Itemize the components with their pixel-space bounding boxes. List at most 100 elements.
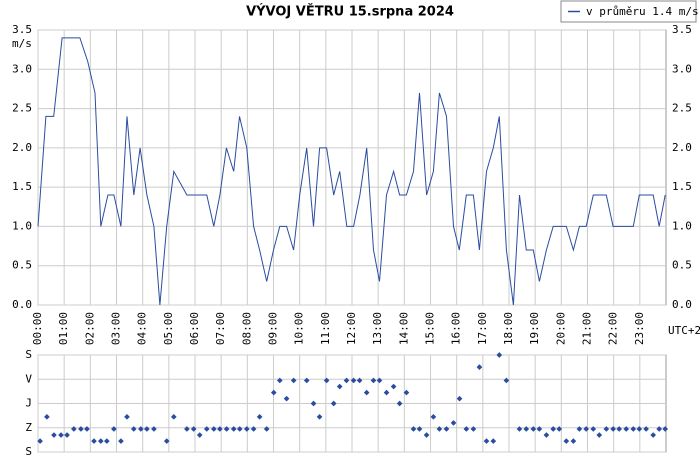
scatter-point [310,400,317,407]
scatter-point [283,395,290,402]
legend-box [560,0,697,23]
scatter-point [456,395,463,402]
scatter-point [523,426,530,432]
scatter-point [436,426,443,432]
y-tick-label: 0.0 [12,298,32,311]
x-tick-label: 13:00 [371,312,384,345]
scatter-point [410,426,417,432]
scatter-point [184,426,190,432]
scatter-point [596,432,603,438]
y-tick-label: J [25,397,32,410]
scatter-point [536,426,543,432]
scatter-point [496,352,503,358]
scatter-point [443,426,450,432]
scatter-point [403,389,410,396]
scatter-point [250,426,257,432]
x-tick-label: 21:00 [581,312,594,345]
scatter-point [656,426,663,432]
plot-0 [37,29,667,306]
y-tick-label-right: 3.5 [672,23,692,36]
scatter-point [350,377,357,384]
scatter-point [576,426,583,432]
scatter-point [416,426,423,432]
scatter-point [583,426,590,432]
y-tick-label: 0.5 [12,259,32,272]
x-tick-label: 10:00 [293,312,306,345]
scatter-point [203,426,210,432]
scatter-point [71,426,77,432]
scatter-point [138,426,144,432]
scatter-point [383,389,390,396]
x-tick-label: 15:00 [424,312,437,345]
scatter-point [124,414,130,420]
y-tick-label-right: 0.0 [672,298,692,311]
y-tick-label-right: 1.5 [672,180,692,193]
y-tick-label: 1.5 [12,180,32,193]
scatter-point [343,377,350,384]
x-tick-label: 00:00 [31,312,44,345]
scatter-point [396,400,403,407]
scatter-point [163,438,170,444]
scatter-point [243,426,250,432]
x-tick-label: 20:00 [554,312,567,345]
x-tick-label: 05:00 [162,312,175,345]
y-tick-label: 3.0 [12,62,32,75]
chart-title: VÝVOJ VĚTRU 15.srpna 2024 [246,4,454,20]
scatter-point [470,426,477,432]
y-tick-label: Z [25,421,32,434]
scatter-point [330,400,337,407]
scatter-point [370,377,377,384]
scatter-point [336,383,343,390]
scatter-point [556,426,563,432]
scatter-point [636,426,643,432]
scatter-point [151,426,157,432]
scatter-point [223,426,230,432]
scatter-point [603,426,610,432]
y-tick-label: 1.0 [12,219,32,232]
x-axis-label: UTC+2 [668,324,700,337]
plot-1 [37,354,667,453]
y-tick-label: 2.0 [12,141,32,154]
x-tick-label: 18:00 [502,312,515,345]
y-tick-label: 3.5 [12,23,32,36]
y-tick-label-right: 2.5 [672,102,692,115]
y-axis-label: m/s [12,37,32,50]
scatter-point [376,377,383,384]
scatter-point [550,426,557,432]
scatter-point [610,426,616,432]
scatter-point [450,420,457,426]
line-series [37,37,666,306]
scatter-point [97,438,104,444]
scatter-point [543,432,550,438]
scatter-point [276,377,283,384]
scatter-point [130,426,137,432]
scatter-point [230,426,237,432]
scatter-point [516,426,523,432]
scatter-point [563,438,570,444]
scatter-point [316,414,323,420]
scatter-point [236,426,243,432]
x-tick-label: 08:00 [240,312,253,345]
scatter-point [570,438,577,444]
scatter-point [430,414,437,420]
scatter-point [363,389,370,396]
x-tick-label: 04:00 [136,312,149,345]
scatter-point [263,426,270,432]
scatter-point [290,377,297,384]
x-tick-label: 07:00 [214,312,227,345]
scatter-point [84,426,90,432]
scatter-point [530,426,537,432]
x-tick-label: 02:00 [83,312,96,345]
scatter-point [630,426,637,432]
scatter-point [217,426,223,432]
x-tick-label: 17:00 [476,312,489,345]
scatter-point [91,438,97,444]
legend: v průměru 1.4 m/s [560,0,699,23]
y-tick-label: S [25,445,32,458]
x-tick-label: 11:00 [319,312,332,345]
scatter-point [111,426,117,432]
scatter-point [476,364,483,370]
scatter-point [303,377,310,384]
scatter-point [170,414,177,420]
scatter-point [423,432,430,438]
